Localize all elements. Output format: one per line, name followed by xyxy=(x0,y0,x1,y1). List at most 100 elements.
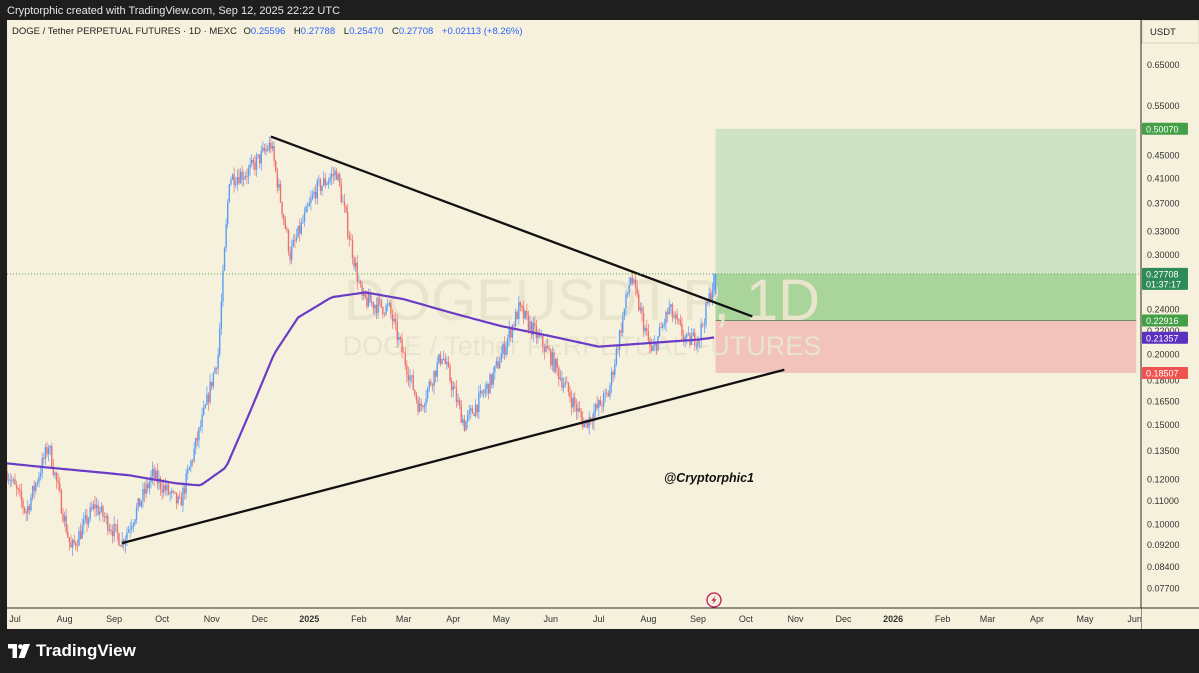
candle xyxy=(542,334,544,355)
candle xyxy=(91,501,93,512)
candle xyxy=(431,382,434,392)
candle xyxy=(311,190,314,201)
y-axis: 0.65000 0.55000 0.50070 0.45000 0.41000 0.370… xyxy=(1147,60,1180,593)
candle xyxy=(243,170,245,187)
candle xyxy=(367,288,370,308)
currency-box[interactable]: USDT xyxy=(1141,19,1199,44)
candle xyxy=(65,508,67,534)
candle xyxy=(343,193,346,213)
lightning-icon[interactable] xyxy=(706,592,722,608)
candle xyxy=(179,490,181,500)
candle xyxy=(303,207,306,227)
upper-trendline[interactable] xyxy=(270,135,753,318)
candle xyxy=(335,168,338,180)
candle xyxy=(530,320,533,339)
candle xyxy=(572,393,574,413)
open-value: 0.25596 xyxy=(251,26,285,37)
candle xyxy=(598,398,600,417)
candle xyxy=(259,154,261,169)
candle xyxy=(12,477,15,484)
candle xyxy=(62,508,64,524)
candle xyxy=(217,347,219,376)
candle xyxy=(103,512,106,523)
candle xyxy=(554,358,557,374)
candle xyxy=(610,367,613,394)
price-label: 0.21357 xyxy=(1142,331,1188,344)
candle xyxy=(102,504,104,523)
candle xyxy=(177,495,179,506)
candle xyxy=(227,198,229,229)
candle xyxy=(566,376,568,384)
candle xyxy=(190,459,192,473)
candle xyxy=(137,497,139,512)
close-label: C xyxy=(392,26,399,37)
candle xyxy=(372,301,374,314)
candle xyxy=(634,274,637,296)
candle xyxy=(374,303,376,316)
svg-text:01:37:17: 01:37:17 xyxy=(1146,279,1181,289)
chart-frame[interactable]: DOGEUSDT.P, 1D DOGE / Tether PERPETUAL F… xyxy=(6,19,1199,629)
candle xyxy=(639,302,642,314)
candle xyxy=(575,398,578,420)
candle xyxy=(195,437,197,455)
candle xyxy=(283,213,285,226)
candle xyxy=(196,431,199,447)
candle xyxy=(270,137,272,154)
candle xyxy=(578,400,581,413)
candle xyxy=(97,499,99,516)
candle xyxy=(521,304,523,312)
candle xyxy=(492,367,494,389)
candle xyxy=(263,144,266,155)
candle xyxy=(686,332,688,345)
candle xyxy=(198,426,200,449)
candle xyxy=(428,379,430,392)
candle xyxy=(631,271,634,286)
ohlc-legend: DOGE / Tether PERPETUAL FUTURES · 1D · M… xyxy=(12,26,523,37)
candle xyxy=(223,246,226,272)
candle xyxy=(314,184,317,205)
lower-trendline[interactable] xyxy=(121,368,785,545)
candle xyxy=(628,276,630,297)
open-label: O xyxy=(244,26,251,37)
candle xyxy=(79,523,82,540)
candle xyxy=(486,380,488,397)
candle xyxy=(188,466,191,471)
candle xyxy=(612,369,614,382)
candle xyxy=(476,404,478,419)
watermark-line2: DOGE / Tether PERPETUAL FUTURES xyxy=(343,331,822,361)
candle xyxy=(54,471,56,479)
chart-svg[interactable]: DOGEUSDT.P, 1D DOGE / Tether PERPETUAL F… xyxy=(6,19,1199,629)
candle xyxy=(119,544,122,547)
x-tick-label: Mar xyxy=(980,614,996,624)
candle xyxy=(110,524,112,535)
candle xyxy=(622,311,624,337)
candle xyxy=(247,164,250,185)
candle xyxy=(663,318,666,329)
y-tick-label: 0.45000 xyxy=(1147,150,1180,160)
candle xyxy=(228,183,231,203)
candle xyxy=(479,384,482,398)
candle xyxy=(617,345,619,355)
y-tick-label: 0.65000 xyxy=(1147,60,1180,70)
x-tick-label: Mar xyxy=(396,614,412,624)
candle xyxy=(289,246,291,265)
candle xyxy=(375,297,378,320)
y-tick-label: 0.15000 xyxy=(1147,420,1180,430)
candle xyxy=(191,459,194,467)
tradingview-logo[interactable]: TradingView xyxy=(8,641,136,661)
candle xyxy=(115,523,117,533)
candle xyxy=(281,201,283,219)
price-label: 0.22916 xyxy=(1142,314,1188,327)
candle xyxy=(679,314,682,327)
y-tick-label: 0.08400 xyxy=(1147,562,1180,572)
candle xyxy=(22,497,24,515)
candle xyxy=(503,336,506,361)
candle xyxy=(409,369,411,389)
candle xyxy=(159,476,162,497)
candle xyxy=(646,319,648,336)
y-tick-label: 0.12000 xyxy=(1147,475,1180,485)
time-scale[interactable] xyxy=(7,608,1141,629)
candle xyxy=(318,174,320,187)
candle xyxy=(151,461,154,485)
candle xyxy=(697,335,699,352)
